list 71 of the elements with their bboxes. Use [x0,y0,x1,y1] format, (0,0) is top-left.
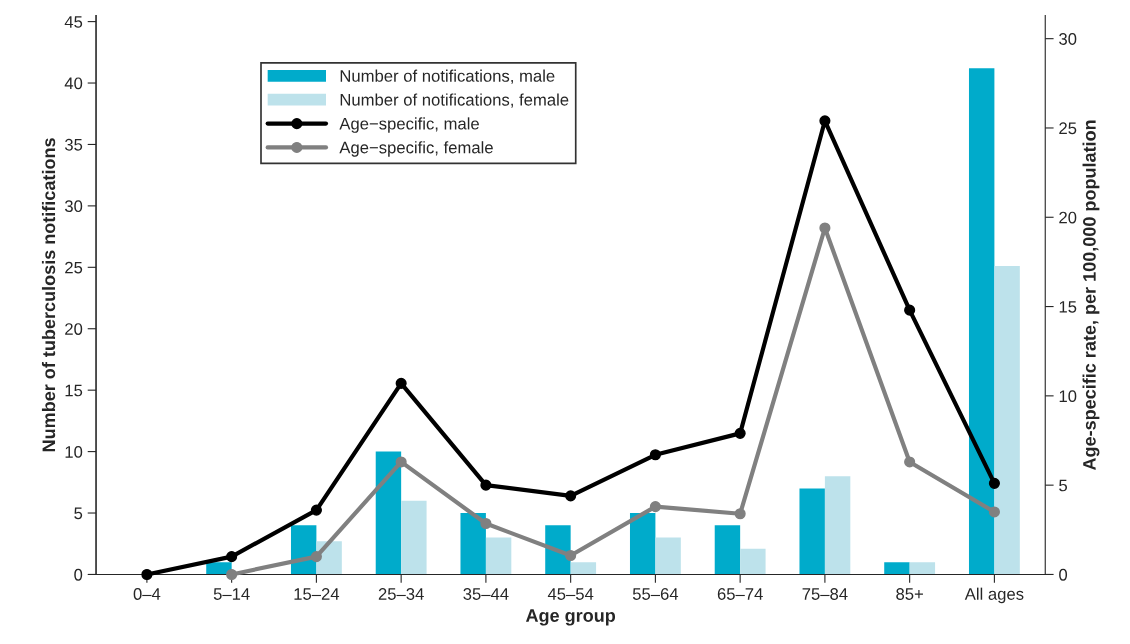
x-tick-label: 25–34 [378,588,424,600]
x-tick-label: 55–64 [632,588,679,600]
y2-axis-title: Age-specific rate, per 100,000 population [1082,120,1100,471]
y-tick-label: 5 [74,507,83,520]
x-tick-label: All ages [964,587,1024,604]
x-tick-label: 5–14 [213,588,250,600]
point [649,501,661,513]
x-tick-label: 15–24 [294,588,340,600]
point [734,508,746,520]
point [819,115,831,127]
point [734,427,746,439]
bar [460,513,486,575]
y2-tick-label: 15 [1059,301,1077,313]
point [141,568,153,581]
x-tick-label: 35–44 [463,588,509,600]
legend-label: Number of notifications, female [340,93,569,108]
bar [485,537,512,575]
bar [714,525,741,575]
bar [570,562,597,575]
y-tick-label: 45 [64,16,83,28]
bar [824,476,851,575]
y-tick-label: 35 [64,138,83,151]
bar [884,562,910,575]
point [649,449,661,461]
point [226,551,238,563]
x-tick-label: 85+ [896,588,923,600]
y2-tick-label: 20 [1059,211,1077,224]
bar [740,548,766,575]
point [904,304,916,316]
legend-label: Age−specific, male [339,117,479,133]
bar [375,451,402,575]
bar [909,562,936,575]
y-tick-label: 0 [74,568,83,581]
x-axis-title: Age group [525,609,616,626]
point [988,477,1000,489]
y-axis-title: Number of tuberculosis notifications [41,138,56,452]
x-tick-label: 0–4 [133,588,161,600]
point [480,517,492,530]
y-tick-label: 30 [64,200,83,213]
bar [401,500,427,575]
bar [629,513,656,575]
y2-tick-label: 5 [1059,479,1068,492]
legend-label: Age−specific, female [339,141,493,157]
point [310,504,322,516]
y-tick-label: 25 [65,261,83,274]
x-tick-label: 45–54 [547,588,594,600]
y2-tick-label: 30 [1059,33,1077,45]
point [310,551,322,563]
y2-tick-label: 10 [1059,390,1077,403]
bar [968,68,995,575]
point [565,549,577,562]
y-tick-label: 15 [65,384,83,397]
y-tick-label: 40 [64,77,83,90]
point [565,490,577,502]
bar [655,537,681,575]
point [480,479,492,491]
legend-label: Number of notifications, male [340,69,555,84]
point [226,568,238,581]
y2-tick-label: 25 [1059,122,1077,135]
point [395,456,407,468]
bar [799,488,825,575]
point [904,456,916,468]
x-tick-label: 75–84 [802,588,848,600]
bar [994,266,1020,575]
point [395,377,407,389]
y-tick-label: 20 [65,323,83,335]
point [819,222,831,234]
y-tick-label: 10 [65,445,83,458]
point [988,506,1000,518]
y2-tick-label: 0 [1059,568,1068,581]
x-tick-label: 65–74 [717,588,763,600]
